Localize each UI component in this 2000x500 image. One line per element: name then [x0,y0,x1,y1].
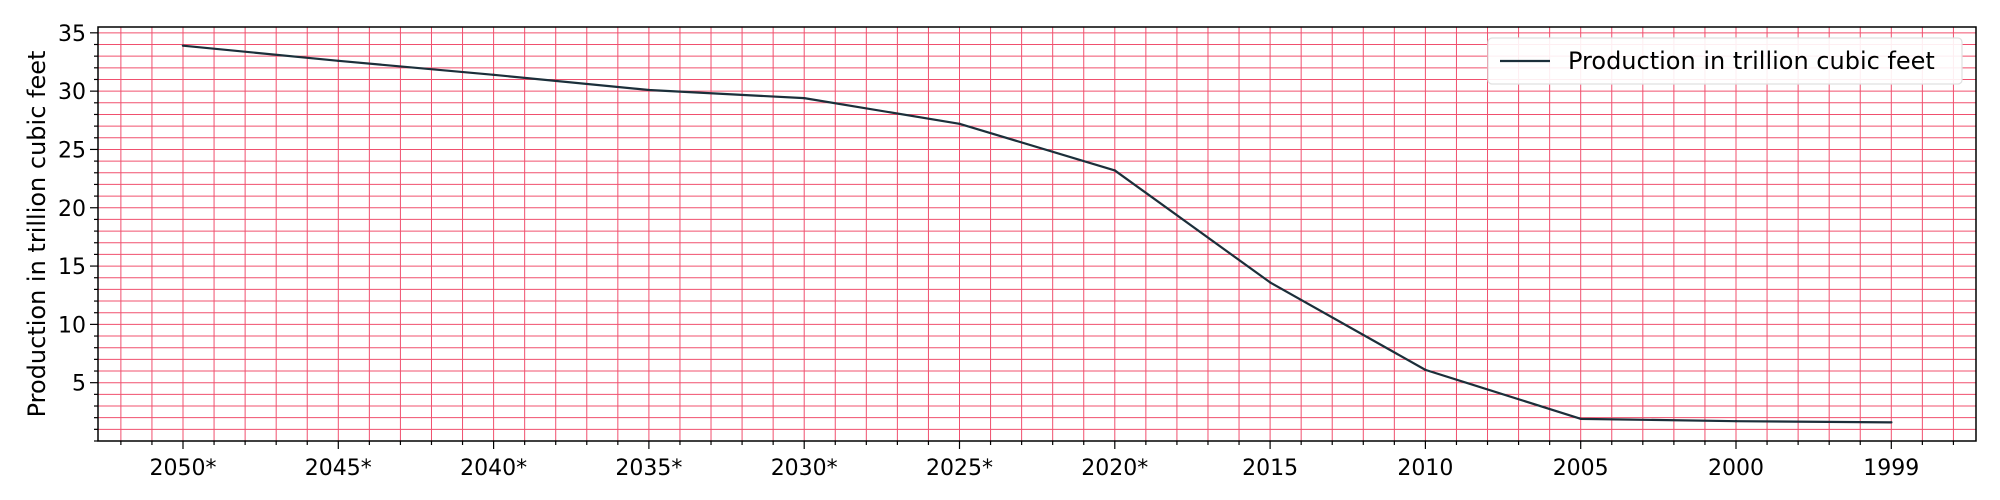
data-point [181,44,185,47]
x-tick-label: 2010 [1397,456,1453,481]
data-point [492,73,495,77]
axes [90,26,1977,449]
grid [98,27,1976,442]
x-tick-label: 2000 [1708,456,1764,481]
data-point [958,122,961,125]
series-line [182,44,1892,424]
y-tick-label: 5 [72,372,86,397]
data-point [1579,417,1582,421]
y-tick-label: 25 [58,138,86,163]
y-tick-label: 15 [58,255,86,280]
y-tick-label: 10 [58,313,86,338]
x-tick-label: 2030* [771,456,838,481]
x-tick-label: 2020* [1081,456,1148,481]
data-point [1890,421,1893,424]
data-point [1113,169,1117,172]
data-point [1424,368,1427,372]
x-tick-label: 2050* [150,456,217,481]
x-tick-label: 2025* [926,456,993,481]
legend-label: Production in trillion cubic feet [1568,47,1935,75]
x-tick-label: 2015 [1242,456,1298,481]
x-tick-label: 2035* [615,456,682,481]
x-tick-label: 2005 [1553,456,1609,481]
data-point [1734,419,1738,423]
plot-frame [97,26,1977,442]
x-tick-label: 2045* [305,456,372,481]
y-axis-title: Production in trillion cubic feet [23,51,51,418]
y-tick-label: 30 [58,80,86,105]
series-layer [181,44,1893,424]
tick-labels: 5 10 15 20 25 30 35 2050* 2045* 2040* 2035* 2030* 20… [58,22,1919,481]
legend-box [1487,37,1963,85]
data-point [1268,281,1272,284]
data-point [337,59,340,63]
y-tick-label: 20 [58,197,86,222]
x-tick-label: 1999 [1863,456,1919,481]
legend: Production in trillion cubic feet [1487,37,1963,85]
x-tick-label: 2040* [460,456,527,481]
y-tick-label: 35 [58,22,86,47]
data-point [803,96,806,100]
data-point [647,88,651,92]
